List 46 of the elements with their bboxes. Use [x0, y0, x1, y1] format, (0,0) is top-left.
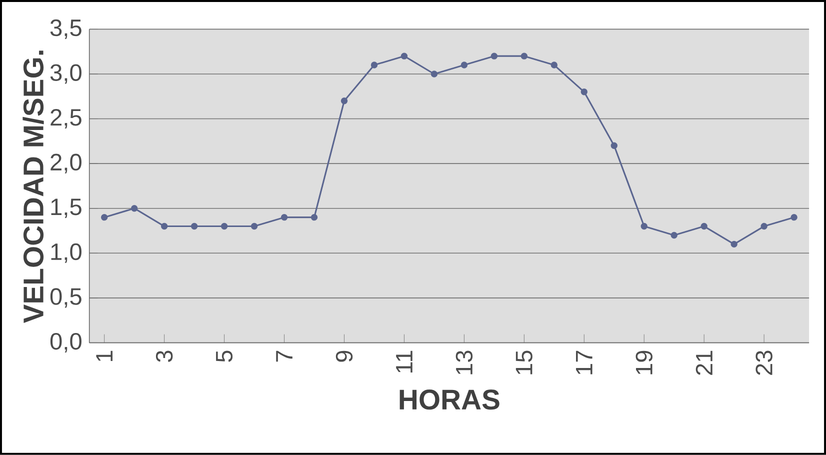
x-tick-label: 7 [276, 350, 292, 362]
point [430, 70, 438, 78]
x-tick-label: 5 [216, 350, 233, 362]
x-tick-label: 9 [336, 350, 353, 362]
y-tick-label: 2,5 [50, 109, 82, 129]
point [370, 62, 378, 68]
x-tick-label: 1 [96, 350, 112, 362]
point [100, 214, 108, 221]
point [790, 214, 798, 221]
y-tick-label: 3,0 [50, 64, 82, 84]
y-tick-label: 0,0 [50, 333, 82, 353]
point [550, 62, 558, 68]
y-tick-label: 1,0 [51, 243, 82, 263]
x-tick-label: 13 [456, 350, 473, 374]
point [760, 222, 768, 230]
point [520, 52, 528, 60]
point [490, 52, 498, 60]
x-tick-label: 23 [756, 350, 772, 375]
point [700, 222, 708, 230]
point [640, 222, 648, 230]
point [190, 222, 198, 230]
point [610, 142, 618, 150]
point [130, 205, 138, 212]
point [340, 98, 348, 104]
x-tick-label: 17 [576, 350, 592, 374]
point [220, 222, 228, 230]
x-tick-label: 21 [696, 350, 712, 375]
x-tick-label: 15 [516, 350, 532, 374]
point [730, 240, 738, 248]
x-tick-label: 19 [636, 350, 652, 374]
point [250, 222, 258, 230]
x-axis-title: HORAS [400, 390, 500, 410]
y-tick-label: 2,0 [50, 154, 82, 174]
y-tick-label: 3,5 [50, 20, 82, 40]
x-tick-label: 3 [156, 350, 173, 362]
point [160, 222, 168, 230]
point [580, 88, 588, 96]
point [400, 52, 408, 60]
point [460, 62, 468, 68]
point [280, 214, 288, 221]
point [670, 232, 678, 239]
point [310, 214, 318, 221]
y-tick-label: 1,5 [51, 198, 82, 218]
y-tick-label: 0,5 [50, 288, 82, 308]
y-axis-title: VELOCIDAD M/SEG. [22, 50, 44, 324]
x-tick-label: 11 [396, 350, 412, 373]
